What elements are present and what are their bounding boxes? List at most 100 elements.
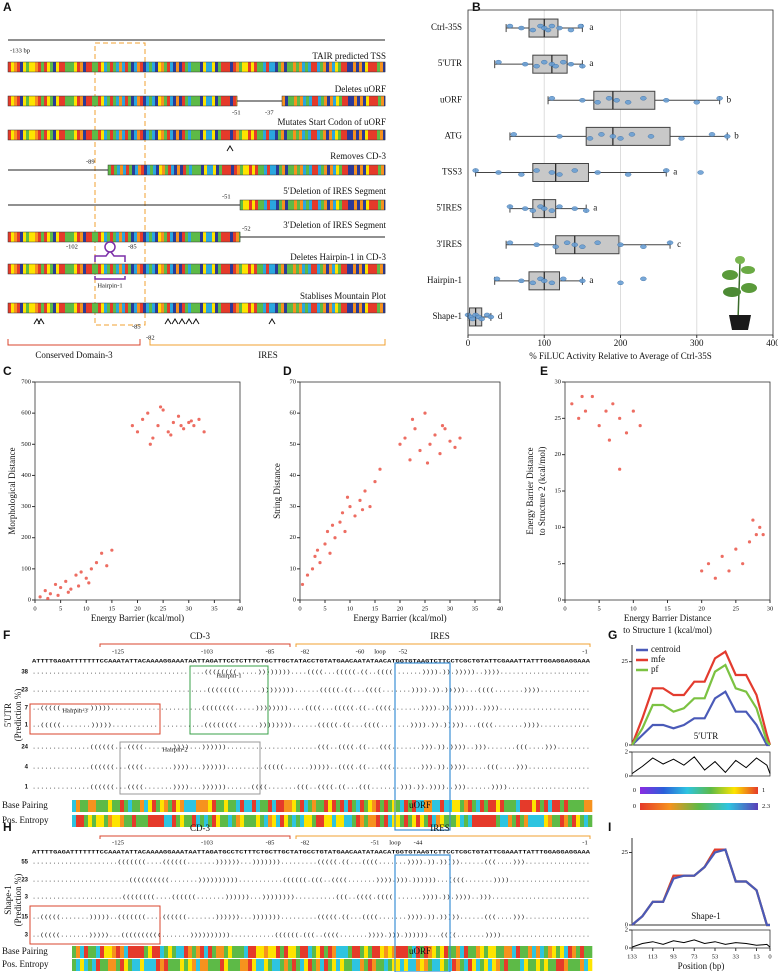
heat-cell: [324, 815, 329, 827]
bar-stripe: [119, 96, 123, 106]
heat-cell: [408, 946, 413, 958]
bar-stripe: [59, 62, 63, 72]
bar-stripe: [341, 303, 345, 313]
scatter-point: [368, 504, 372, 509]
bar-stripe: [260, 62, 264, 72]
bar-stripe: [191, 130, 195, 140]
bar-stripe: [197, 130, 201, 140]
scatter-point: [638, 424, 642, 428]
heat-cell: [220, 959, 225, 971]
bar-stripe: [242, 303, 246, 313]
bar-stripe: [255, 200, 259, 210]
colorbar-min: 0: [633, 787, 636, 794]
scatter-point: [741, 562, 745, 566]
bar-stripe: [131, 96, 135, 106]
bar-stripe: [32, 96, 36, 106]
bar-stripe: [188, 264, 192, 274]
bar-stripe: [323, 264, 327, 274]
bar-stripe: [281, 130, 285, 140]
bar-stripe: [329, 264, 333, 274]
domain-label: Conserved Domain-3: [35, 350, 113, 360]
bar-stripe: [134, 264, 138, 274]
bar-stripe: [212, 62, 216, 72]
bar-stripe: [44, 62, 48, 72]
heat-cell: [308, 946, 313, 958]
heat-cell: [128, 815, 133, 827]
bar-stripe: [167, 62, 171, 72]
bar-stripe: [333, 96, 337, 106]
bar-stripe: [320, 264, 324, 274]
scatter-point: [105, 564, 109, 568]
group-letter: a: [589, 22, 593, 32]
heat-cell: [580, 800, 585, 812]
x-tick-label: 10: [83, 605, 90, 612]
heat-cell: [460, 946, 465, 958]
bar-stripe: [134, 96, 138, 106]
bar-stripe: [218, 62, 222, 72]
heat-cell: [356, 959, 361, 971]
bar-stripe: [74, 264, 78, 274]
scatter-point: [408, 458, 412, 462]
bar-stripe: [107, 303, 111, 313]
bar-stripe: [29, 130, 33, 140]
bar-stripe: [161, 303, 165, 313]
heat-cell: [208, 946, 213, 958]
data-point: [533, 63, 540, 69]
bar-stripe: [101, 130, 105, 140]
heat-cell: [288, 959, 293, 971]
data-point: [533, 168, 540, 173]
bar-stripe: [188, 62, 192, 72]
y-axis-label: Morphological Distance: [7, 447, 17, 534]
bar-stripe: [116, 130, 120, 140]
construct-bar: [281, 95, 386, 107]
plot-frame: [467, 9, 774, 336]
bar-stripe: [344, 130, 348, 140]
bar-stripe: [290, 130, 294, 140]
colorbar-entropy: [640, 803, 758, 810]
scatter-point: [734, 547, 738, 551]
bar-stripe: [383, 303, 386, 313]
bar-stripe: [62, 62, 66, 72]
bar-stripe: [275, 264, 279, 274]
y-tick-label: 600: [21, 410, 31, 417]
bar-stripe: [161, 130, 165, 140]
bar-stripe: [86, 264, 90, 274]
prediction-percent: 23: [21, 878, 28, 884]
bar-stripe: [122, 264, 126, 274]
heat-cell: [444, 800, 449, 812]
colorbar-max: 1: [762, 787, 765, 794]
bar-stripe: [324, 165, 328, 175]
bar-stripe: [299, 62, 303, 72]
y-tick-label: 10: [290, 565, 297, 572]
heat-cell: [84, 800, 89, 812]
bar-stripe: [20, 303, 24, 313]
heat-cell: [400, 815, 405, 827]
dot-bracket: ......................((((((((....((((((…: [32, 894, 590, 900]
heat-cell: [572, 959, 577, 971]
bar-stripe: [306, 200, 310, 210]
heat-cell: [576, 946, 581, 958]
heat-cell: [440, 959, 445, 971]
dot-bracket: ..(((((.......)))))..(((((((....((((((..…: [32, 914, 590, 920]
data-point: [506, 204, 514, 209]
bar-stripe: [119, 264, 123, 274]
heat-cell: [372, 815, 377, 827]
bar-stripe: [309, 165, 313, 175]
bar-stripe: [65, 303, 69, 313]
bar-stripe: [314, 62, 318, 72]
bar-stripe: [26, 130, 30, 140]
scatter-point: [358, 498, 362, 502]
heat-cell: [464, 815, 469, 827]
heat-cell: [96, 815, 101, 827]
scatter-point: [148, 442, 152, 446]
dot-bracket: .....................(((((((....((((((..…: [32, 859, 590, 865]
heat-cell: [464, 959, 469, 971]
construct-note: 5′Deletion of IRES Segment: [283, 186, 386, 196]
bar-stripe: [198, 165, 202, 175]
heat-cell: [356, 946, 361, 958]
heat-cell: [288, 946, 293, 958]
heat-cell: [352, 959, 357, 971]
heat-cell: [540, 959, 545, 971]
bar-stripe: [95, 130, 99, 140]
bar-stripe: [159, 165, 163, 175]
